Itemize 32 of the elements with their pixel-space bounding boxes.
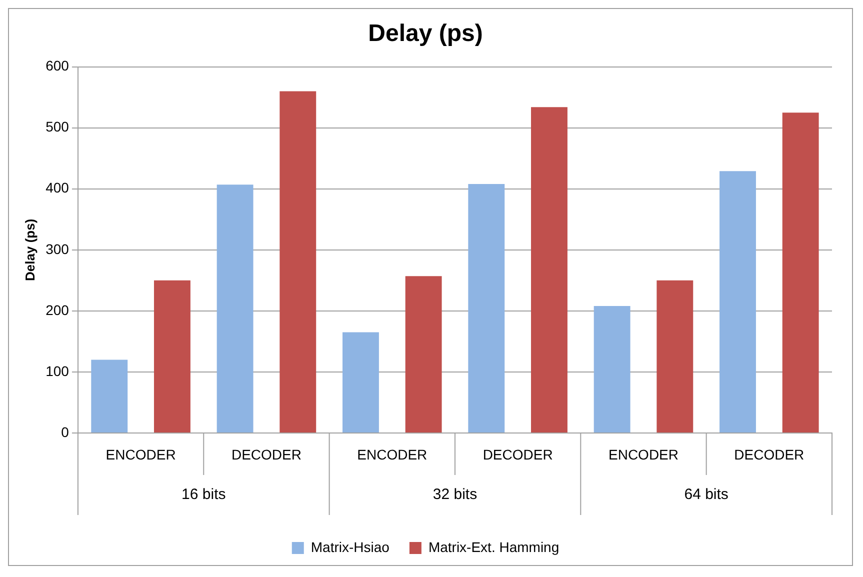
legend-label: Matrix-Hsiao — [310, 538, 390, 555]
y-tick-label: 600 — [46, 58, 70, 74]
text: 64 bits — [684, 486, 728, 504]
text: 32 bits — [432, 486, 478, 504]
bar — [91, 360, 128, 432]
bar — [405, 276, 442, 432]
bar — [216, 184, 254, 432]
bar — [531, 107, 568, 432]
bar — [656, 280, 694, 432]
x-tick-label: ENCODER — [106, 446, 176, 462]
x-tick-label: DECODER — [231, 446, 302, 462]
y-tick-label: 200 — [46, 302, 70, 318]
x-tick-label: ENCODER — [608, 446, 678, 462]
text: 16 bits — [182, 486, 226, 504]
bar — [782, 112, 819, 432]
legend-label: Matrix-Ext. Hamming — [428, 538, 560, 555]
bar — [468, 184, 505, 432]
bar — [280, 91, 316, 432]
y-tick-label: 0 — [61, 424, 70, 440]
x-tick-label: ENCODER — [357, 446, 428, 462]
x-tick-label: DECODER — [734, 446, 804, 462]
y-tick-label: 400 — [46, 180, 70, 196]
y-tick-label: 100 — [46, 362, 70, 379]
bar — [720, 171, 756, 432]
y-axis-title: Delay (ps) — [22, 218, 38, 281]
y-tick-label: 300 — [46, 240, 70, 257]
bar — [342, 332, 379, 432]
y-tick-label: 500 — [46, 118, 70, 135]
bar — [594, 306, 630, 432]
x-tick-label: DECODER — [482, 446, 553, 462]
bar — [154, 280, 190, 432]
chart-title: Delay (ps) — [368, 20, 483, 48]
